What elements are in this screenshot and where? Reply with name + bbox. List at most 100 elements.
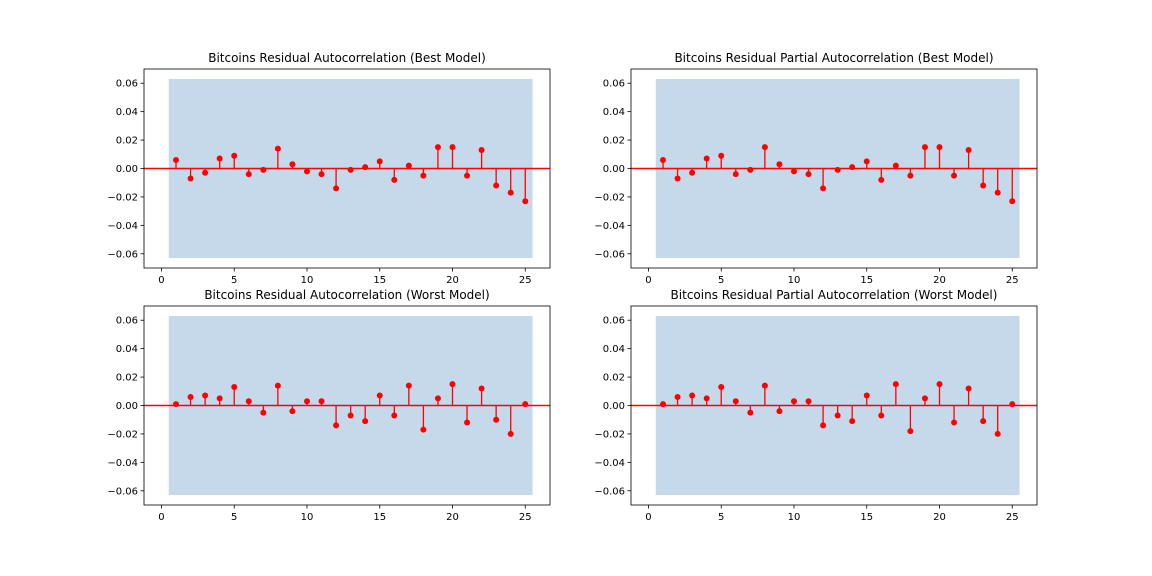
stem-marker — [405, 382, 412, 389]
x-tick-label: 5 — [718, 512, 724, 523]
stem-marker — [878, 412, 885, 419]
stem-marker — [980, 182, 987, 189]
stem-marker — [790, 168, 797, 175]
stem-marker — [674, 175, 681, 182]
stem-marker — [449, 144, 456, 151]
chart-title: Bitcoins Residual Partial Autocorrelatio… — [671, 288, 998, 302]
y-tick-label: 0.06 — [116, 79, 138, 90]
x-tick-label: 15 — [860, 512, 873, 523]
stem-marker — [732, 398, 739, 405]
y-tick-label: 0.06 — [116, 316, 138, 327]
stem-marker — [994, 189, 1001, 196]
stem-marker — [347, 412, 354, 419]
x-tick-label: 20 — [933, 275, 946, 286]
x-tick-label: 5 — [718, 275, 724, 286]
stem-marker — [965, 147, 972, 154]
stem-marker — [245, 398, 252, 405]
stem-marker — [849, 418, 856, 425]
stem-marker — [703, 155, 710, 162]
y-tick-label: 0.04 — [116, 344, 138, 355]
stem-marker — [820, 185, 827, 192]
y-tick-label: 0.04 — [603, 344, 625, 355]
y-tick-label: −0.06 — [107, 486, 138, 497]
panel-acf-best-model: Bitcoins Residual Autocorrelation (Best … — [107, 51, 551, 286]
stem-marker — [732, 171, 739, 178]
stem-marker — [790, 398, 797, 405]
x-tick-label: 10 — [788, 512, 801, 523]
stem-marker — [464, 419, 471, 426]
stem-marker — [303, 398, 310, 405]
x-tick-label: 15 — [373, 512, 386, 523]
stem-marker — [391, 412, 398, 419]
y-tick-label: −0.06 — [107, 249, 138, 260]
x-tick-label: 25 — [519, 275, 532, 286]
stem-marker — [522, 198, 529, 205]
x-tick-label: 25 — [1006, 275, 1019, 286]
stem-marker — [434, 395, 441, 402]
x-tick-label: 25 — [519, 512, 532, 523]
stem-marker — [674, 393, 681, 400]
panel-acf-worst-model: Bitcoins Residual Autocorrelation (Worst… — [107, 288, 551, 523]
stem-marker — [718, 384, 725, 391]
x-tick-label: 0 — [158, 275, 164, 286]
stem-marker — [878, 176, 885, 183]
stem-marker — [478, 385, 485, 392]
panel-pacf-worst-model: Bitcoins Residual Partial Autocorrelatio… — [594, 288, 1038, 523]
stem-marker — [761, 144, 768, 151]
y-tick-label: −0.04 — [107, 221, 138, 232]
stem-marker — [333, 185, 340, 192]
stem-marker — [260, 409, 267, 416]
y-tick-label: 0.00 — [116, 401, 138, 412]
y-tick-label: −0.04 — [107, 458, 138, 469]
stem-marker — [391, 176, 398, 183]
y-tick-label: −0.02 — [107, 429, 138, 440]
stem-marker — [994, 430, 1001, 437]
stem-marker — [951, 172, 958, 179]
stem-marker — [274, 382, 281, 389]
y-tick-label: −0.04 — [594, 458, 625, 469]
y-tick-label: 0.02 — [116, 136, 138, 147]
y-tick-label: 0.00 — [603, 164, 625, 175]
x-tick-label: 10 — [301, 512, 314, 523]
stem-marker — [507, 189, 514, 196]
chart-title: Bitcoins Residual Autocorrelation (Worst… — [204, 288, 489, 302]
stem-marker — [805, 171, 812, 178]
x-tick-label: 5 — [231, 275, 237, 286]
x-tick-label: 5 — [231, 512, 237, 523]
stem-marker — [493, 182, 500, 189]
stem-marker — [231, 152, 238, 159]
y-tick-label: 0.00 — [116, 164, 138, 175]
chart-title: Bitcoins Residual Partial Autocorrelatio… — [674, 51, 993, 65]
stem-marker — [907, 428, 914, 435]
x-tick-label: 15 — [860, 275, 873, 286]
stem-marker — [405, 162, 412, 169]
x-tick-label: 0 — [158, 512, 164, 523]
x-tick-label: 20 — [446, 275, 459, 286]
stem-marker — [173, 156, 180, 163]
stem-marker — [703, 395, 710, 402]
stem-marker — [202, 169, 209, 176]
stem-marker — [718, 152, 725, 159]
stem-marker — [747, 409, 754, 416]
stem-marker — [834, 412, 841, 419]
stem-marker — [660, 156, 667, 163]
stem-marker — [936, 144, 943, 151]
stem-marker — [689, 392, 696, 399]
y-tick-label: 0.02 — [603, 136, 625, 147]
y-tick-label: 0.00 — [603, 401, 625, 412]
stem-marker — [245, 171, 252, 178]
stem-marker — [478, 147, 485, 154]
stem-marker — [863, 158, 870, 165]
stem-marker — [420, 172, 427, 179]
stem-marker — [303, 168, 310, 175]
stem-marker — [689, 169, 696, 176]
y-tick-label: −0.04 — [594, 221, 625, 232]
stem-marker — [376, 158, 383, 165]
y-tick-label: 0.04 — [603, 107, 625, 118]
stem-marker — [493, 416, 500, 423]
x-tick-label: 15 — [373, 275, 386, 286]
stem-marker — [761, 382, 768, 389]
stem-marker — [376, 392, 383, 399]
chart-title: Bitcoins Residual Autocorrelation (Best … — [208, 51, 486, 65]
